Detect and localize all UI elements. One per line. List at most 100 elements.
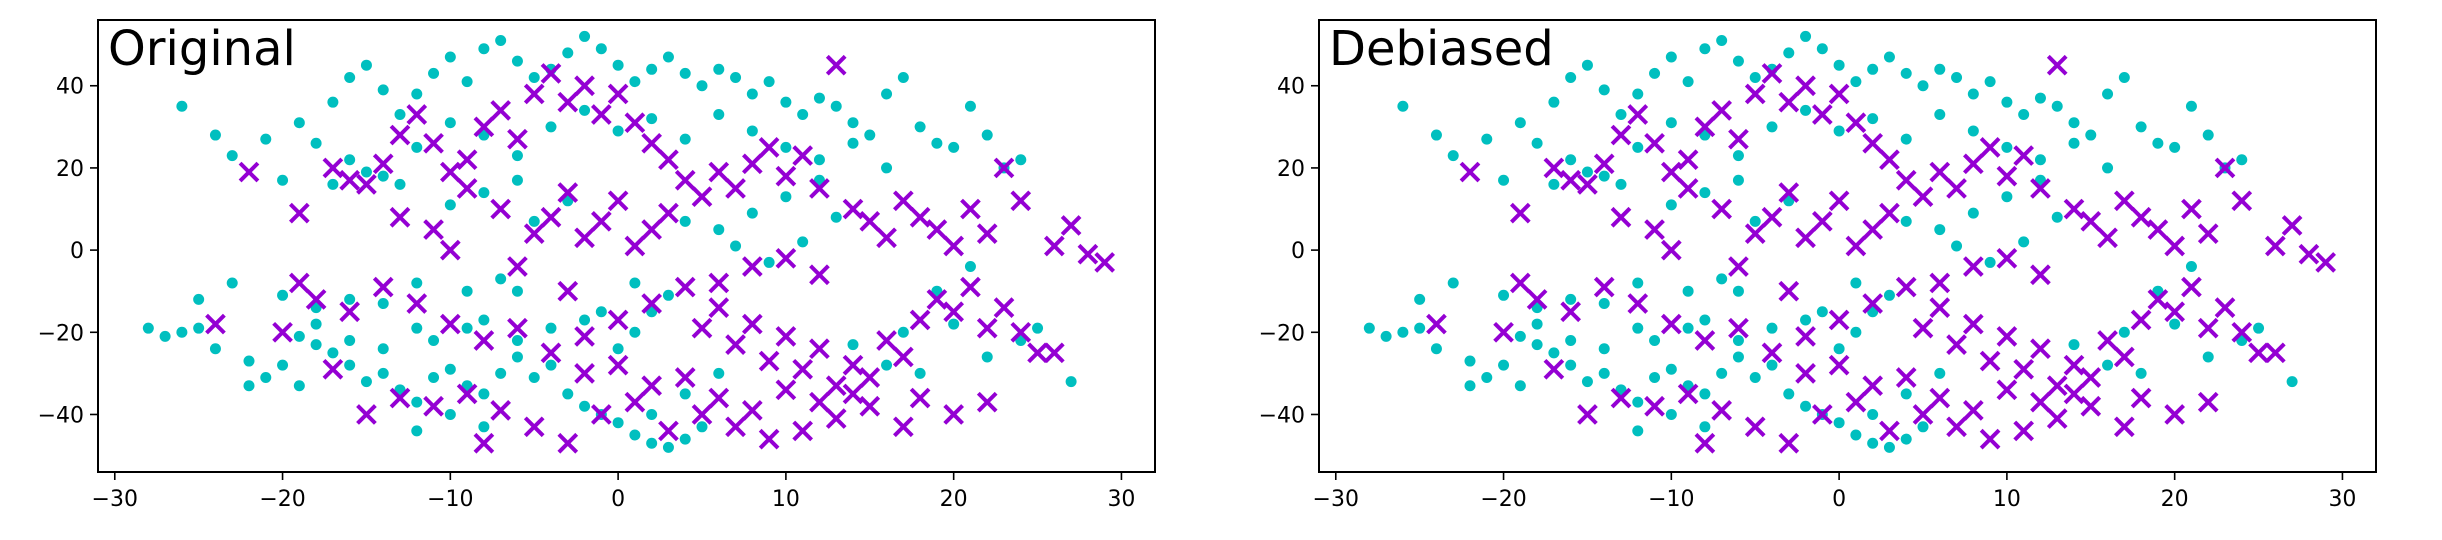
series-crosses	[1426, 54, 2336, 454]
cross-point	[1728, 256, 1749, 277]
dot-point	[1464, 380, 1476, 392]
dot-point	[327, 178, 339, 190]
dot-point	[679, 433, 691, 445]
dot-point	[2169, 318, 2181, 330]
dot-point	[260, 133, 272, 145]
dot-point	[1481, 371, 1493, 383]
cross-point	[725, 178, 746, 199]
dot-point	[579, 314, 591, 326]
cross-point	[406, 104, 428, 125]
dot-point	[696, 421, 708, 433]
dot-point	[1548, 96, 1560, 108]
dot-point	[1883, 441, 1895, 453]
cross-point	[2013, 358, 2034, 380]
cross-point	[1963, 400, 1984, 421]
dot-point	[293, 117, 305, 129]
cross-point	[1044, 342, 1065, 364]
dot-point	[897, 326, 909, 338]
cross-point	[1593, 276, 1615, 298]
cross-point	[1627, 104, 1649, 125]
y-tick-label: 20	[56, 157, 84, 182]
cross-point	[2164, 301, 2185, 323]
dot-point	[881, 162, 893, 174]
dot-point	[2102, 88, 2114, 100]
y-tick-label: −20	[38, 321, 84, 346]
cross-point	[1661, 161, 1682, 183]
cross-point	[809, 338, 830, 360]
dot-point	[1900, 215, 1912, 227]
axes-frame	[97, 19, 1156, 473]
cross-point	[809, 264, 830, 286]
dot-point	[1498, 359, 1510, 371]
dot-point	[1716, 273, 1728, 285]
dot-point	[411, 88, 423, 100]
series-crosses	[205, 54, 1115, 454]
cross-point	[1879, 202, 1900, 224]
dot-point	[411, 141, 423, 153]
dot-point	[1598, 170, 1610, 182]
panel-title-original: Original	[108, 21, 296, 77]
dot-point	[629, 429, 641, 441]
cross-point	[2046, 54, 2068, 76]
dot-point	[1363, 322, 1375, 334]
dot-point	[1632, 322, 1644, 334]
x-axis: −30 −20 −10 0 10 20 30	[92, 472, 1135, 512]
dot-point	[1531, 339, 1543, 351]
cross-point	[1912, 317, 1934, 339]
cross-point	[540, 342, 562, 364]
cross-point	[2197, 223, 2219, 245]
cross-point	[775, 165, 797, 187]
dot-point	[1581, 59, 1593, 71]
dot-point	[2135, 121, 2147, 133]
cross-point	[809, 178, 830, 199]
dot-point	[444, 363, 456, 375]
cross-point	[1845, 112, 1867, 134]
cross-point	[876, 330, 897, 351]
dot-point	[1565, 293, 1577, 305]
dot-point	[1699, 187, 1711, 199]
dot-point	[193, 293, 205, 305]
cross-point	[2114, 416, 2135, 438]
dot-point	[495, 35, 507, 47]
cross-point	[674, 367, 696, 388]
dot-point	[1699, 314, 1711, 326]
cross-point	[1060, 215, 1082, 236]
cross-point	[825, 54, 847, 76]
dot-point	[360, 166, 372, 178]
y-tick-label: 20	[1277, 157, 1305, 182]
dot-point	[411, 425, 423, 437]
cross-point	[1862, 132, 1883, 154]
cross-point	[2013, 145, 2034, 166]
dot-point	[478, 43, 490, 55]
cross-point	[742, 153, 763, 175]
cross-point	[2063, 198, 2085, 220]
dot-point	[562, 388, 574, 400]
cross-point	[2181, 276, 2202, 298]
dot-point	[1649, 67, 1661, 79]
dot-point	[914, 367, 926, 379]
dot-point	[1682, 285, 1694, 297]
cross-point	[1812, 211, 1833, 232]
cross-point	[1929, 161, 1951, 183]
cross-point	[1929, 387, 1951, 409]
dot-point	[360, 376, 372, 388]
dot-point	[293, 380, 305, 392]
dot-point	[1430, 129, 1442, 141]
cross-point	[591, 104, 612, 125]
dot-point	[461, 285, 473, 297]
cross-point	[2097, 330, 2118, 351]
dot-point	[964, 100, 976, 112]
cross-point	[440, 161, 461, 183]
dot-point	[444, 117, 456, 129]
x-tick-label: 0	[1832, 487, 1846, 512]
cross-point	[1560, 169, 1581, 191]
cross-point	[1593, 153, 1615, 175]
dot-point	[780, 191, 792, 203]
dot-point	[1984, 76, 1996, 88]
dot-point	[2135, 367, 2147, 379]
cross-point	[607, 190, 629, 212]
cross-point	[440, 239, 461, 261]
cross-point	[607, 354, 629, 376]
dot-point	[730, 72, 742, 84]
cross-point	[1761, 342, 1783, 364]
